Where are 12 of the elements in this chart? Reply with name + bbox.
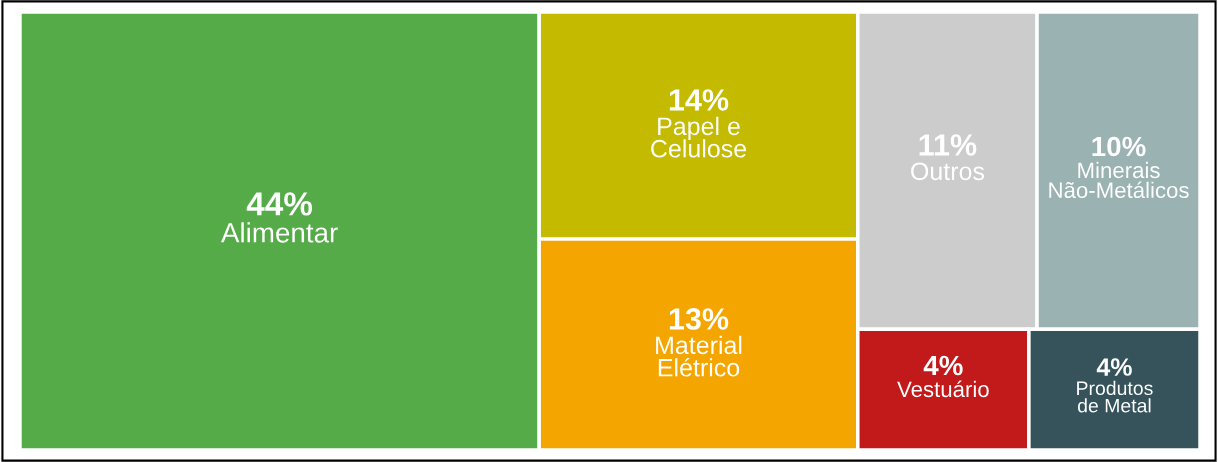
data-label: 13%: [669, 308, 729, 330]
data-label: 4%: [1096, 358, 1132, 376]
category-label: Papel e Celulose: [651, 116, 747, 158]
data-label: 14%: [669, 89, 729, 111]
data-label: 4%: [923, 355, 963, 376]
category-label: Alimentar: [221, 222, 338, 243]
data-label: 44%: [246, 192, 313, 216]
category-label: Minerais Não-Metálicos: [1049, 161, 1189, 199]
category-label: Vestuário: [897, 380, 989, 398]
data-label: 10%: [1092, 136, 1146, 157]
category-label: Produtos de Metal: [1077, 380, 1153, 413]
category-label: Material Elétrico: [656, 335, 742, 377]
